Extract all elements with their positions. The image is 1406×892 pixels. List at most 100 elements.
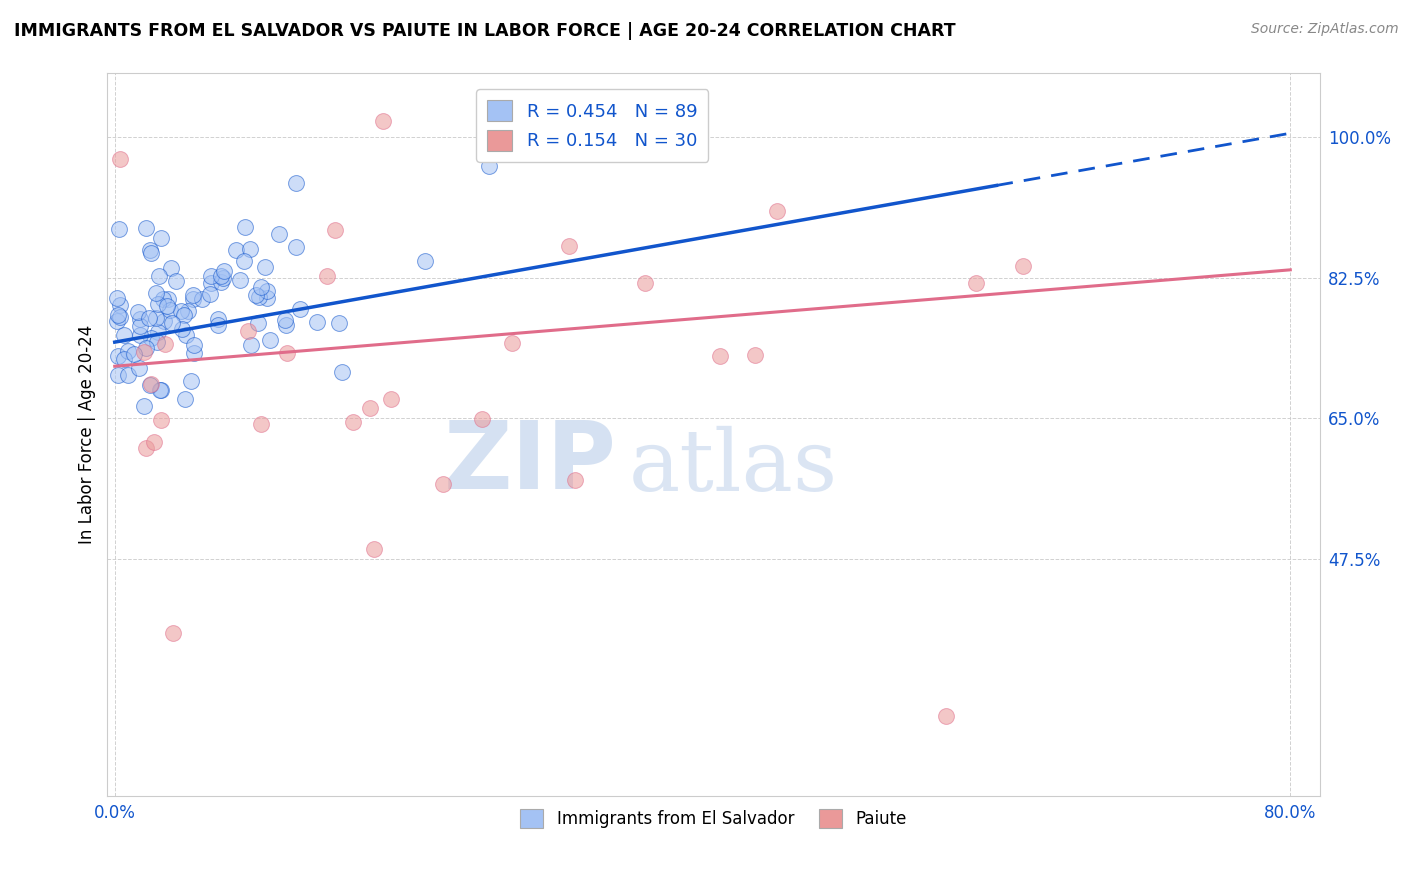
Point: [207, 312, 229, 326]
Point: [183, 338, 205, 352]
Point: [112, 328, 135, 343]
Point: [328, 316, 350, 330]
Point: [371, 114, 394, 128]
Point: [432, 477, 454, 491]
Point: [247, 316, 270, 330]
Point: [165, 274, 187, 288]
Point: [233, 219, 256, 234]
Point: [139, 245, 162, 260]
Point: [290, 301, 312, 316]
Point: [245, 288, 267, 302]
Point: [128, 318, 150, 333]
Point: [150, 231, 173, 245]
Point: [180, 374, 202, 388]
Point: [1012, 259, 1035, 273]
Point: [191, 292, 214, 306]
Point: [247, 290, 270, 304]
Point: [145, 285, 167, 300]
Point: [965, 276, 987, 290]
Point: [633, 276, 655, 290]
Point: [105, 291, 128, 305]
Point: [174, 328, 197, 343]
Point: [934, 708, 956, 723]
Point: [145, 310, 167, 325]
Point: [159, 302, 181, 317]
Point: [236, 324, 259, 338]
Point: [173, 308, 195, 322]
Point: [207, 318, 229, 333]
Point: [249, 280, 271, 294]
Point: [108, 310, 131, 325]
Point: [139, 377, 162, 392]
Legend: Immigrants from El Salvador, Paiute: Immigrants from El Salvador, Paiute: [513, 802, 914, 835]
Point: [256, 291, 278, 305]
Point: [139, 244, 162, 258]
Point: [256, 285, 278, 299]
Point: [162, 316, 184, 330]
Point: [110, 152, 132, 166]
Point: [160, 260, 183, 275]
Point: [145, 334, 167, 349]
Point: [229, 273, 252, 287]
Point: [200, 268, 222, 283]
Point: [107, 308, 129, 322]
Point: [122, 347, 145, 361]
Point: [239, 338, 262, 352]
Point: [183, 346, 205, 360]
Point: [501, 336, 523, 351]
Point: [128, 361, 150, 376]
Text: atlas: atlas: [628, 425, 838, 508]
Point: [274, 318, 297, 332]
Point: [323, 223, 346, 237]
Point: [112, 352, 135, 367]
Point: [558, 239, 581, 253]
Point: [107, 314, 129, 328]
Point: [156, 299, 179, 313]
Point: [181, 288, 204, 302]
Point: [305, 315, 328, 329]
Point: [169, 303, 191, 318]
Point: [146, 325, 169, 339]
Point: [564, 473, 586, 487]
Point: [250, 417, 273, 431]
Point: [239, 242, 262, 256]
Point: [127, 305, 149, 319]
Point: [284, 240, 307, 254]
Point: [141, 331, 163, 345]
Point: [174, 392, 197, 407]
Point: [316, 268, 339, 283]
Point: [744, 348, 766, 362]
Point: [225, 244, 247, 258]
Point: [117, 368, 139, 383]
Point: [135, 221, 157, 235]
Point: [149, 383, 172, 397]
Point: [766, 204, 789, 219]
Point: [148, 269, 170, 284]
Point: [209, 269, 232, 284]
Point: [117, 344, 139, 359]
Point: [359, 401, 381, 416]
Point: [413, 254, 436, 268]
Point: [709, 349, 731, 363]
Point: [253, 260, 276, 275]
Point: [162, 626, 184, 640]
Point: [259, 333, 281, 347]
Point: [149, 383, 172, 397]
Point: [152, 314, 174, 328]
Point: [198, 286, 221, 301]
Point: [157, 292, 180, 306]
Point: [139, 376, 162, 391]
Point: [478, 159, 501, 173]
Point: [150, 413, 173, 427]
Point: [107, 222, 129, 236]
Point: [107, 368, 129, 382]
Point: [132, 345, 155, 359]
Point: [135, 441, 157, 455]
Text: Source: ZipAtlas.com: Source: ZipAtlas.com: [1251, 22, 1399, 37]
Point: [110, 298, 132, 312]
Point: [211, 270, 233, 285]
Point: [200, 276, 222, 290]
Point: [330, 365, 353, 379]
Point: [183, 292, 205, 306]
Point: [170, 322, 193, 336]
